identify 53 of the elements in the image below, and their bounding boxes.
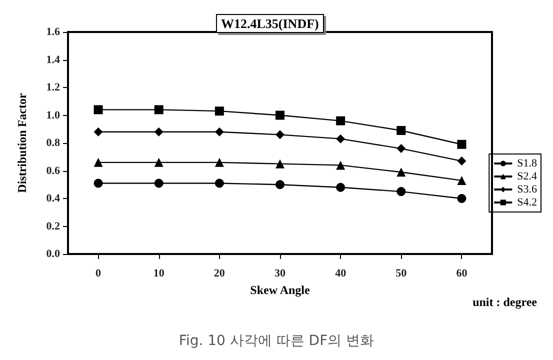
legend-label: S1.8 (517, 158, 538, 170)
y-tick-label: 0.8 (46, 137, 60, 149)
point (214, 106, 224, 116)
legend-label: S3.6 (517, 184, 538, 196)
legend-label: S4.2 (517, 196, 538, 208)
y-tick-label: 0.0 (46, 248, 60, 260)
point (94, 105, 103, 114)
chart-title: W12.4L35(INDF) (221, 16, 319, 31)
y-tick-label: 1.2 (46, 82, 60, 94)
point (276, 159, 284, 168)
point (154, 105, 164, 114)
text: unit : degree (472, 295, 538, 309)
x-tick-label: 30 (274, 268, 286, 280)
point (457, 140, 466, 149)
y-tick-label: 0.6 (46, 164, 60, 177)
y-tick-label: 0.4 (46, 192, 60, 204)
legend-label: S2.4 (517, 170, 538, 182)
point (336, 160, 346, 170)
point (214, 158, 224, 167)
x-axis-title: Skew Angle (250, 282, 311, 297)
point (336, 134, 346, 144)
y-axis-title: Distribution Factor (15, 92, 29, 193)
x-tick-label: 60 (456, 268, 468, 280)
x-tick-label: 40 (335, 268, 347, 280)
point (396, 187, 406, 196)
point (396, 168, 406, 177)
point (276, 180, 284, 190)
point (396, 144, 406, 154)
x-tick-label: 10 (153, 268, 165, 280)
point (336, 116, 346, 126)
point (396, 126, 406, 136)
point (457, 156, 466, 166)
x-tick-label: 50 (396, 268, 408, 280)
point (214, 178, 224, 188)
point (457, 194, 466, 203)
point (94, 158, 103, 167)
y-tick-label: 1.4 (46, 54, 60, 66)
y-tick-label: 1.6 (46, 26, 60, 38)
x-tick-label: 0 (96, 268, 102, 280)
point (276, 110, 284, 120)
caption: Fig. 10 사각에 따른 DF의 변화 (178, 333, 374, 349)
point (154, 127, 164, 136)
point (336, 182, 346, 192)
y-tick-label: 0.2 (46, 220, 60, 232)
point (94, 178, 103, 188)
point (276, 130, 284, 140)
x-tick-label: 20 (214, 268, 226, 280)
point (154, 178, 164, 188)
y-tick-label: 1.0 (46, 109, 60, 122)
point (214, 127, 224, 136)
point (457, 176, 466, 185)
point (154, 158, 164, 167)
point (94, 127, 103, 136)
